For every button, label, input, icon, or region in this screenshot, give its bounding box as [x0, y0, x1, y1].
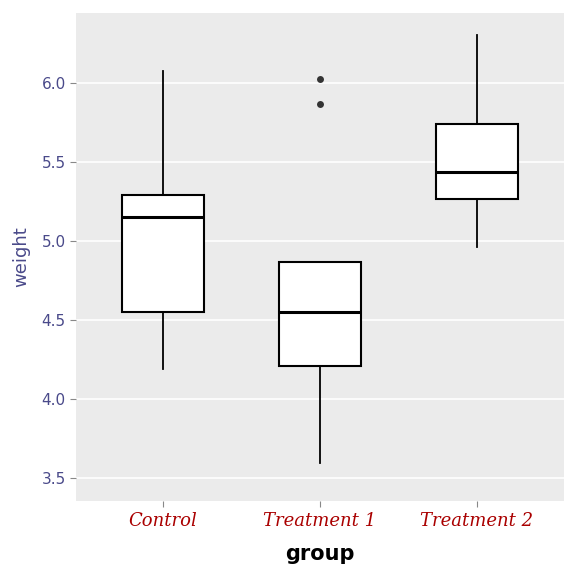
- X-axis label: group: group: [285, 544, 355, 563]
- Y-axis label: weight: weight: [13, 226, 31, 287]
- Bar: [436, 124, 518, 199]
- Bar: [122, 195, 203, 312]
- Bar: [279, 262, 361, 366]
